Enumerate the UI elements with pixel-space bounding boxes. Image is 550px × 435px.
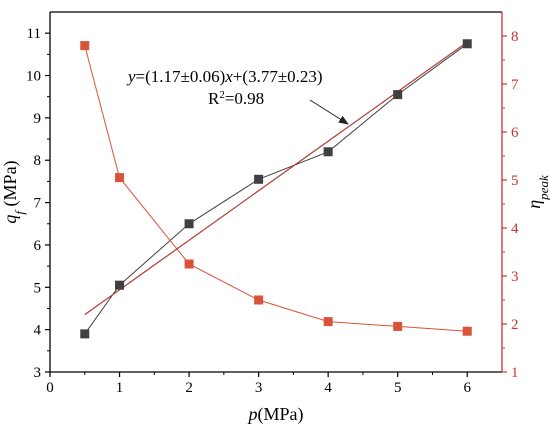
left-y-axis-title: qf (MPa)	[0, 160, 27, 223]
left-y-tick-label: 10	[26, 69, 41, 85]
x-tick-label: 5	[394, 380, 402, 396]
eta-data-point	[323, 317, 333, 327]
right-y-tick-label: 6	[511, 125, 519, 141]
left-y-tick-label: 3	[34, 365, 42, 381]
eta-data-point	[462, 326, 472, 336]
right-y-tick-label: 8	[511, 29, 519, 45]
qf-data-point	[462, 39, 472, 49]
r-squared-text: R2=0.98	[208, 89, 264, 108]
qf-data-point	[184, 219, 194, 229]
qf-series-line	[84, 43, 468, 335]
qf-data-point	[254, 174, 264, 184]
qf-data-point	[393, 90, 403, 100]
eta-data-point	[254, 295, 264, 305]
x-tick-label: 2	[185, 380, 193, 396]
right-y-tick-label: 2	[511, 317, 519, 333]
eta-data-point	[115, 173, 125, 183]
left-y-tick-label: 11	[27, 26, 41, 42]
right-y-tick-label: 1	[511, 365, 519, 381]
x-tick-label: 4	[324, 380, 332, 396]
eta-data-point	[80, 41, 90, 51]
right-y-tick-label: 3	[511, 269, 519, 285]
left-y-tick-label: 5	[34, 280, 42, 296]
right-y-tick-label: 7	[511, 77, 519, 93]
qf-data-point	[323, 147, 333, 157]
eta-data-point	[393, 321, 403, 331]
qf-data-point	[115, 280, 125, 290]
right-y-tick-label: 4	[511, 221, 519, 237]
left-y-tick-label: 9	[34, 111, 42, 127]
qf-data-point	[80, 329, 90, 339]
x-tick-label: 1	[116, 380, 124, 396]
left-y-tick-label: 4	[34, 323, 42, 339]
left-y-tick-label: 8	[34, 153, 42, 169]
right-y-tick-label: 5	[511, 173, 519, 189]
left-y-tick-label: 6	[34, 238, 42, 254]
eta-data-point	[184, 259, 194, 269]
x-tick-label: 3	[255, 380, 263, 396]
x-tick-label: 0	[46, 380, 54, 396]
left-y-tick-label: 7	[34, 196, 42, 212]
fit-equation-text: y=(1.17±0.06)x+(3.77±0.23)	[126, 67, 323, 86]
eta-series-line	[84, 45, 468, 332]
linear-fit-line	[84, 41, 468, 316]
x-axis-title: p(MPa)	[247, 404, 304, 425]
annotation-arrow	[309, 99, 349, 125]
right-y-axis-title: ηpeak	[524, 175, 550, 209]
x-tick-label: 6	[463, 380, 471, 396]
